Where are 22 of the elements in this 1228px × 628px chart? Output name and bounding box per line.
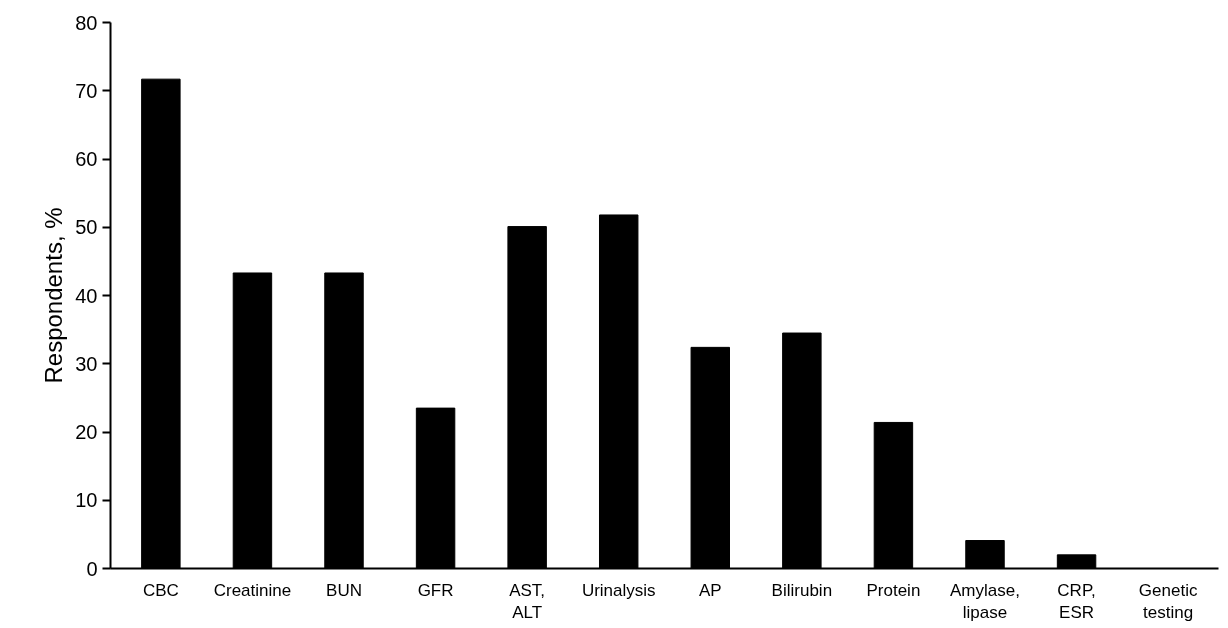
y-tick-label: 0 [86,557,98,580]
x-tick-label: Protein [866,580,921,600]
x-tick-label: CBC [142,580,179,600]
x-tick-label: Bilirubin [771,580,833,600]
y-tick-label: 10 [75,489,98,512]
x-tick-label: BUN [326,580,362,600]
y-tick-label: 70 [75,79,98,102]
y-axis-title: Respondents, % [40,207,68,384]
x-tick-label: GFR [417,580,454,600]
x-tick-label: AST, ALT [509,580,546,623]
x-tick-label: Creatinine [213,580,292,600]
x-tick-label: Amylase, lipase [950,580,1020,623]
y-tick-label: 30 [75,352,98,375]
x-tick-label: CRP, ESR [1057,580,1096,623]
y-tick-label: 60 [75,148,98,170]
y-tick-label: 80 [75,11,98,34]
x-tick-label: Urinalysis [581,580,656,600]
y-tick-label: 20 [75,421,98,443]
y-tick-label: 50 [75,216,98,239]
y-tick-label: 40 [75,284,98,307]
x-tick-label: Genetic testing [1138,580,1198,623]
x-tick-label: AP [698,580,722,600]
